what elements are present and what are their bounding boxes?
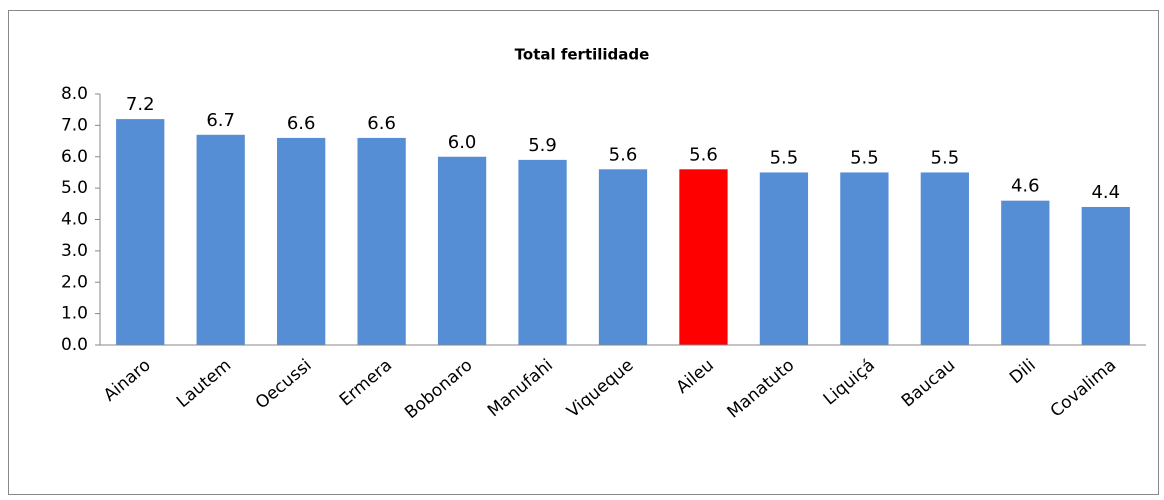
y-tick-label: 8.0 <box>61 84 88 104</box>
value-label: 4.6 <box>1011 176 1040 197</box>
value-label: 5.6 <box>609 144 638 165</box>
bar <box>598 169 648 345</box>
bar <box>759 172 809 345</box>
chart-title: Total fertilidade <box>515 46 650 64</box>
bar <box>679 169 728 345</box>
bar <box>920 172 969 345</box>
y-tick-label: 0.0 <box>61 335 88 355</box>
value-label: 5.6 <box>689 144 718 165</box>
bar <box>116 119 165 345</box>
bar <box>840 172 889 345</box>
value-label: 5.5 <box>850 147 879 168</box>
bar <box>1001 200 1050 345</box>
bar <box>357 137 406 345</box>
value-label: 7.2 <box>126 94 155 115</box>
value-label: 6.6 <box>367 113 396 134</box>
value-label: 6.7 <box>206 110 235 131</box>
value-label: 5.5 <box>931 147 960 168</box>
chart-border <box>8 10 1159 495</box>
value-label: 6.6 <box>287 113 316 134</box>
y-tick-label: 6.0 <box>61 147 88 167</box>
value-label: 4.4 <box>1091 182 1120 203</box>
y-tick-label: 2.0 <box>61 272 88 292</box>
bar <box>277 137 326 345</box>
value-label: 5.5 <box>770 147 799 168</box>
y-tick-label: 7.0 <box>61 115 88 135</box>
y-tick-label: 3.0 <box>61 241 88 261</box>
value-label: 5.9 <box>528 135 557 156</box>
y-tick-label: 1.0 <box>61 304 88 324</box>
bar <box>196 134 245 345</box>
bar <box>1081 206 1130 345</box>
bar <box>518 159 567 345</box>
y-tick-label: 5.0 <box>61 178 88 198</box>
y-tick-label: 4.0 <box>61 210 88 230</box>
value-label: 6.0 <box>448 132 477 153</box>
bar <box>437 156 487 345</box>
